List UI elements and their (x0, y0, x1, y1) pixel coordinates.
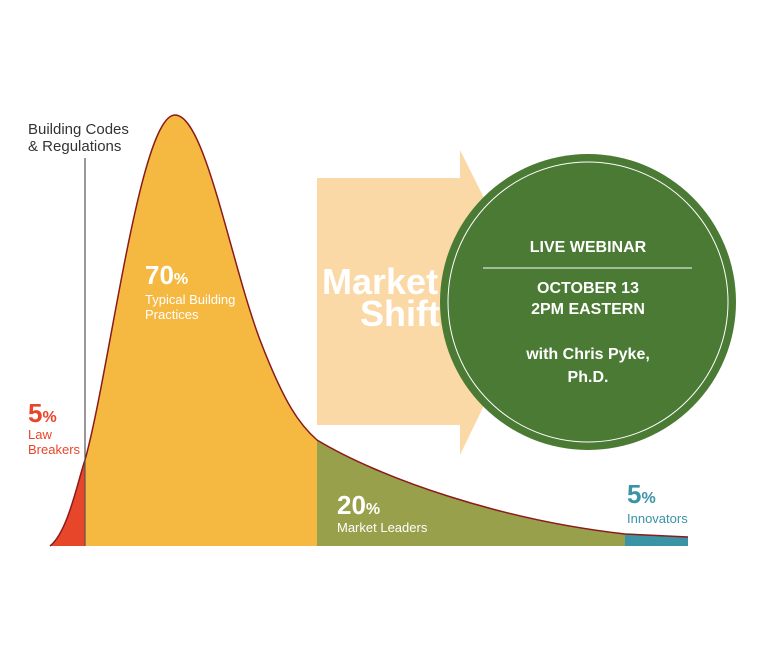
segment-percent: 70% (145, 260, 188, 290)
webinar-time: 2PM EASTERN (531, 301, 645, 318)
webinar-title: LIVE WEBINAR (530, 239, 647, 256)
segment-label: Law (28, 427, 52, 442)
codes-label: & Regulations (28, 138, 121, 155)
webinar-presenter: Ph.D. (568, 369, 609, 386)
segment-percent: 5% (627, 479, 656, 509)
segment-label: Practices (145, 307, 199, 322)
text-part: 70 (145, 260, 174, 290)
codes-label: Building Codes (28, 121, 129, 138)
text-part: % (174, 271, 188, 288)
curve-outline (49, 114, 689, 547)
segment-label: Typical Building (145, 292, 235, 307)
text-part: 20 (337, 490, 366, 520)
text-part: 5 (627, 479, 641, 509)
segment-label: Breakers (28, 442, 81, 457)
segment-label: Innovators (627, 511, 688, 526)
segment-percent: 20% (337, 490, 380, 520)
segment-label: Market Leaders (337, 520, 428, 535)
webinar-badge (440, 154, 736, 450)
text-part: % (366, 501, 380, 518)
arrow-text: Market (322, 261, 438, 302)
badge-ring (447, 161, 729, 443)
text-part: % (42, 409, 56, 426)
text-part: 5 (28, 398, 42, 428)
webinar-date: OCTOBER 13 (537, 280, 639, 297)
segment-percent: 5% (28, 398, 57, 428)
webinar-presenter: with Chris Pyke, (525, 346, 650, 363)
arrow-text: Shift (360, 293, 440, 334)
text-part: % (641, 490, 655, 507)
